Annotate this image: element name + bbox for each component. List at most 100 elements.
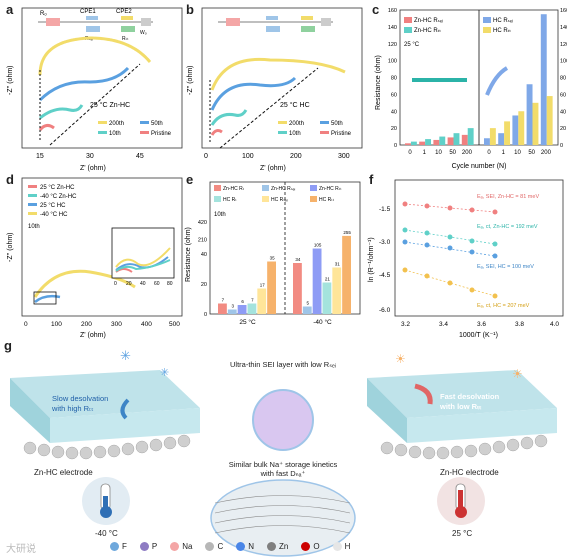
panel-a-ylabel: -Z'' (ohm) [7,65,14,95]
chart-c-bar [405,143,411,145]
chart-e-legend-label: HC Rₜₜ [319,197,335,203]
chart-e-bar-label: 105 [314,243,322,248]
panel-f-ytick-4: -6.0 [379,307,391,314]
atom-legend-label: O [313,542,320,551]
chart-c-xtick: 10 [514,150,521,156]
chart-c-ytick-right: 80 [560,76,566,82]
chart-e-bar [293,263,302,314]
panel-d-plot: 25 °C Zn-HC -40 °C Zn-HC 25 °C HC -40 °C… [7,177,183,339]
chart-c-bar [467,128,474,145]
panel-b-note: 25 °C HC [280,101,310,109]
panel-b-xtick-100: 100 [242,153,254,160]
chart-e-bar [257,288,267,314]
chart-e-ylabel: Resistance (ohm) [185,227,192,282]
panel-c-chart: 0020204040606080801001001201201401401601… [375,8,567,170]
chart-c-ytick-right: 160 [560,8,567,14]
panel-f-ytick-2: -3.0 [379,239,391,246]
panel-f-xtick-4: 4.0 [550,321,559,328]
atom-ball-icon [110,542,119,552]
series-sei-hc [402,239,498,259]
chart-e-legend-label: Zn-HC Rₜ [223,186,245,192]
panel-b: b 25 °C HC 200th 50th 10th Pristine 0 10… [180,0,370,175]
chart-e-bar [218,303,227,314]
right-caption-1: Fast desolvation [440,392,500,401]
inset-xtick-60: 60 [154,281,160,287]
legend-pristine: Pristine [151,131,172,137]
legend-200th-b: 200th [289,121,304,127]
chart-c-ytick-right: 0 [560,143,563,149]
chart-e-legend-swatch [310,185,317,191]
chart-c-legend-swatch [404,17,412,23]
panel-f-xtick-0: 3.2 [401,321,410,328]
panel-g-illustration: ✳ ✳ ☀ ☀ [10,348,557,557]
circuit-rct: Rₜₜ [122,36,129,42]
chart-c-ytick-right: 20 [560,126,566,132]
chart-e-bar [332,267,342,314]
chart-c-ytick: 120 [388,42,397,48]
legend-200th: 200th [109,121,124,127]
legend-pristine-b: Pristine [331,131,352,137]
atom-legend: F P Na C N Zn O H [110,542,363,552]
atom-ball-icon [236,542,246,552]
chart-c-ytick: 20 [391,126,397,132]
chart-e-bar-label: 6 [241,299,244,304]
panel-d-xtick-400: 400 [141,321,152,328]
circuit-rs: Rₒ [40,11,47,17]
circuit-cpe2: CPE2 [116,9,132,15]
annot-sei-hc: Eₐ, SEI, HC = 100 meV [477,264,534,270]
inset-xtick-40: 40 [140,281,146,287]
chart-e-bar-label: 5 [306,301,309,306]
chart-c-bar [410,141,417,145]
panel-label-e: e [186,172,194,187]
panel-a: a Rₒ CPE1 CPE2 Rₛₑᵢ Rₜₜ Wₒ 25 °C Zn-HC 2… [0,0,190,175]
panel-f-ylabel: ln (R⁻¹/ohm⁻¹) [368,237,375,282]
chart-c-xtick: 1 [423,150,427,156]
panel-label-d: d [6,172,14,187]
circuit-w: Wₒ [140,30,147,36]
chart-e-bar [267,261,276,314]
chart-e-bar-label: 34 [295,257,301,262]
atom-ball-icon [139,542,149,552]
atom-legend-item: Zn [267,542,289,552]
left-electrode-label: Zn-HC electrode [34,468,93,477]
chart-c-legend-swatch [483,17,491,23]
panel-f-ytick-3: -4.5 [379,272,391,279]
chart-e-ytick: 210 [198,238,207,244]
chart-e-note: 10th [214,212,226,218]
panel-b-ylabel: -Z'' (ohm) [187,65,194,95]
chart-c-ytick-right: 100 [560,59,567,65]
legend-d-1: 25 °C Zn-HC [40,185,75,191]
panel-f: f Eₐ, SEI, Zn-HC = 81 meV Eₐ, ct, Zn-HC … [365,172,567,340]
chart-c-bar [532,102,539,145]
chart-c-bar [484,138,490,145]
chart-e-bar [227,309,237,314]
series-ct-hc [402,267,498,299]
chart-e-bar [247,303,257,314]
chart-c-bar [439,136,446,145]
atom-legend-item: Na [170,542,192,552]
panel-f-xtick-1: 3.4 [439,321,448,328]
chart-c-bar [447,137,454,145]
chart-c-ytick: 160 [388,8,397,14]
panel-label-a: a [6,2,14,17]
snowflake-icon: ✳ [120,348,131,363]
mid-center-text-1: Similar bulk Na⁺ storage kinetics [228,460,338,469]
chart-e-legend-label: HC Rₜ [223,197,237,203]
panel-d-legend: 25 °C Zn-HC -40 °C Zn-HC 25 °C HC -40 °C… [28,185,77,218]
panel-label-f: f [369,172,374,187]
panel-label-g: g [4,338,12,353]
series-sei-znhc [402,201,498,215]
chart-c-xtick: 1 [502,150,506,156]
panel-d-xtick-300: 300 [111,321,122,328]
right-electrode [367,370,557,460]
panel-d-xtick-0: 0 [24,321,28,328]
chart-c-legend-label: Zn-HC Rₜₜ [414,28,441,34]
chart-e-legend-swatch [214,196,221,202]
inset-xtick-0: 0 [114,281,117,287]
legend-50th: 50th [151,121,163,127]
chart-e-ytick: 420 [198,220,207,226]
panel-a-xtick-15: 15 [36,153,44,160]
atom-legend-label: Zn [279,542,289,551]
chart-c-legend-label: HC Rₛₑᵢ [493,18,513,24]
legend-10th-b: 10th [289,131,301,137]
